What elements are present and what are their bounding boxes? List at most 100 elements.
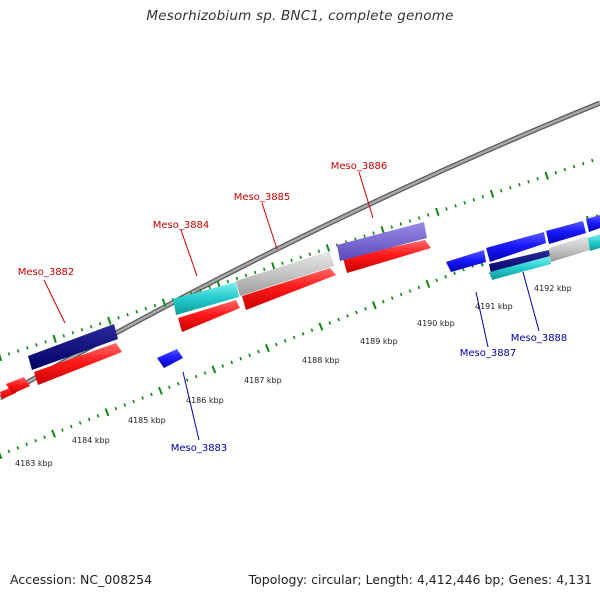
kbp-labels: 4183 kbp 4184 kbp 4185 kbp 4186 kbp 4187… [15, 284, 572, 468]
tick-mark-upper [281, 261, 284, 266]
gene-block-meso-3885 [236, 251, 334, 296]
accession-text: Accession: NC_008254 [10, 572, 153, 587]
kbp-label: 4192 kbp [534, 284, 572, 293]
tick-mark-lower [408, 289, 412, 293]
tick-mark-upper [363, 234, 366, 238]
tick-mark-upper [372, 231, 375, 235]
tick-mark-upper [518, 182, 521, 187]
tick-mark-upper [445, 207, 448, 211]
tick-mark-lower [337, 317, 341, 322]
tick-mark-upper [107, 316, 112, 325]
tick-mark-upper [253, 270, 257, 275]
tick-mark-lower [371, 301, 377, 310]
gene-block-meso-3884 [173, 282, 239, 315]
gene-labels: Meso_3882 Meso_3884 Meso_3885 Meso_3886 … [18, 161, 568, 454]
tick-mark-lower [318, 322, 324, 331]
tick-mark-lower [425, 279, 431, 288]
gene-block-meso-3888 [549, 236, 590, 262]
tick-mark-lower [211, 365, 217, 374]
tick-mark-lower [123, 403, 127, 407]
gene-label-meso-3884[interactable]: Meso_3884 [153, 220, 210, 231]
tick-mark-lower [310, 328, 314, 332]
kbp-label: 4189 kbp [360, 337, 398, 346]
tick-mark-upper [135, 309, 138, 314]
tick-mark-lower [417, 285, 421, 290]
tick-mark-upper [208, 285, 211, 290]
tick-mark-upper [89, 325, 93, 329]
tick-mark-lower [185, 378, 189, 382]
tick-mark-upper [554, 170, 558, 175]
tick-mark-lower [69, 424, 73, 429]
kbp-label: 4184 kbp [72, 436, 110, 445]
gene-label-meso-3883[interactable]: Meso_3883 [171, 443, 228, 454]
tick-mark-lower [150, 392, 153, 397]
tick-mark-upper [7, 352, 11, 356]
tick-mark-upper [536, 176, 539, 181]
cds-arrow [242, 268, 336, 310]
tick-mark-upper [509, 185, 512, 190]
tick-mark-lower [274, 342, 278, 347]
tick-mark-lower [7, 449, 11, 454]
leader-lines [43, 171, 540, 441]
tick-mark-lower [453, 271, 456, 275]
tick-mark-upper [0, 353, 3, 362]
tick-mark-upper [317, 249, 321, 253]
gene-block-meso-3887 [489, 250, 550, 274]
tick-mark-upper [244, 273, 248, 278]
tick-mark-lower [248, 353, 251, 357]
tick-mark-lower [364, 307, 367, 311]
tick-mark-lower [301, 332, 305, 336]
kbp-label: 4187 kbp [244, 376, 282, 385]
tick-mark-upper [463, 201, 466, 205]
tick-mark-upper [489, 189, 495, 198]
tick-mark-lower [132, 399, 136, 404]
cds-arrow [6, 377, 30, 394]
tick-mark-upper [581, 161, 585, 166]
tick-mark-upper [308, 252, 312, 257]
tick-mark-lower [51, 429, 56, 438]
tick-mark-lower [381, 299, 385, 304]
tick-mark-upper [481, 195, 485, 199]
tick-mark-upper [399, 222, 403, 226]
tick-mark-lower [390, 296, 394, 300]
cds-arrow [157, 349, 183, 368]
cds-arrow [586, 215, 600, 232]
tick-mark-upper [408, 219, 412, 223]
tick-mark-lower [346, 314, 349, 318]
tick-mark-lower [264, 343, 270, 353]
tick-mark-lower [355, 310, 358, 315]
gene-label-meso-3882[interactable]: Meso_3882 [18, 267, 75, 278]
kbp-label: 4191 kbp [475, 302, 513, 311]
tick-mark-upper [35, 343, 38, 347]
cds-arrow [34, 343, 122, 385]
tick-mark-upper [563, 167, 567, 172]
tick-mark-upper [44, 340, 47, 344]
tick-mark-lower [257, 349, 260, 354]
tick-mark-upper [126, 312, 129, 317]
tick-mark-lower [399, 292, 403, 297]
tick-mark-upper [544, 171, 549, 180]
tick-mark-upper [161, 298, 167, 307]
gene-label-meso-3885[interactable]: Meso_3885 [234, 192, 291, 203]
tick-mark-lower [96, 414, 100, 418]
forward-cds-features [0, 240, 431, 399]
tick-mark-upper [290, 258, 293, 263]
reverse-cds-features [157, 215, 600, 368]
kbp-label: 4185 kbp [128, 416, 166, 425]
tick-mark-upper [16, 349, 20, 353]
tick-mark-lower [34, 439, 37, 443]
gene-label-meso-3886[interactable]: Meso_3886 [331, 161, 388, 172]
tick-mark-upper [226, 279, 230, 284]
tick-mark-upper [390, 225, 394, 229]
tick-mark-upper [62, 334, 66, 338]
gene-label-meso-3888[interactable]: Meso_3888 [511, 333, 568, 344]
tick-mark-upper [591, 158, 594, 163]
tick-mark-lower [158, 386, 163, 395]
tick-mark-upper [52, 334, 57, 344]
tick-mark-lower [0, 452, 3, 460]
tick-mark-upper [427, 213, 430, 217]
kbp-label: 4188 kbp [302, 356, 340, 365]
tick-mark-upper [262, 267, 266, 272]
gene-label-meso-3887[interactable]: Meso_3887 [460, 348, 517, 359]
tick-mark-upper [472, 198, 476, 202]
